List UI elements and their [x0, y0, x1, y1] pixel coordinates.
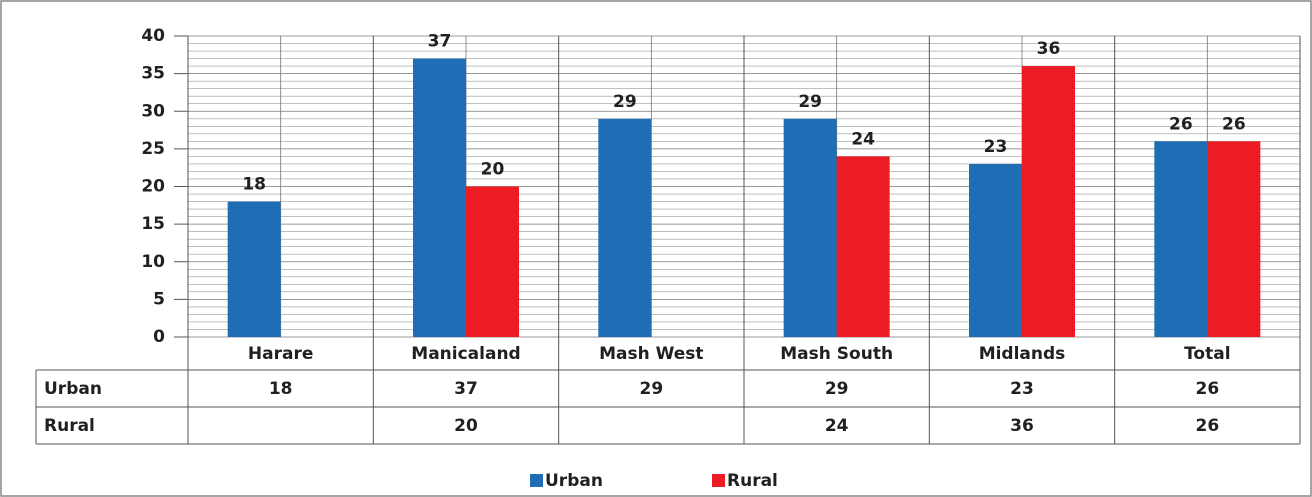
x-tick-label: Mash South [780, 344, 893, 364]
x-tick-label: Mash West [599, 344, 703, 364]
bar [413, 58, 466, 337]
data-label: 29 [798, 92, 822, 112]
data-label: 20 [481, 160, 505, 180]
table-cell: 29 [825, 379, 849, 399]
y-tick-label: 25 [141, 139, 165, 159]
y-tick-label: 5 [153, 289, 165, 309]
data-label: 36 [1037, 39, 1061, 59]
data-label: 24 [851, 129, 875, 149]
data-label: 29 [613, 92, 637, 112]
y-tick-label: 40 [141, 26, 165, 46]
y-tick-label: 10 [141, 252, 165, 272]
bar [1022, 66, 1075, 337]
legend-swatch [712, 474, 725, 487]
bar [1154, 141, 1208, 337]
table-cell: 36 [1010, 416, 1034, 436]
x-tick-label: Total [1184, 344, 1230, 364]
table-cell: 20 [454, 416, 478, 436]
table-row-label: Rural [44, 416, 95, 436]
legend-swatch [530, 474, 543, 487]
table-cell: 26 [1195, 379, 1219, 399]
bar [1207, 141, 1261, 337]
table-row-label: Urban [44, 379, 102, 399]
table-cell: 37 [454, 379, 478, 399]
bar [969, 163, 1022, 337]
table-cell: 26 [1195, 416, 1219, 436]
legend-label: Rural [727, 471, 778, 491]
bar [836, 156, 890, 337]
x-tick-label: Manicaland [411, 344, 520, 364]
y-tick-label: 35 [141, 64, 165, 84]
table-cell: 18 [269, 379, 293, 399]
bar [783, 118, 837, 338]
y-tick-label: 0 [153, 327, 165, 347]
bar [227, 201, 281, 337]
y-tick-label: 15 [141, 214, 165, 234]
table-cell: 23 [1010, 379, 1034, 399]
data-label: 37 [428, 32, 452, 52]
x-tick-label: Harare [248, 344, 313, 364]
data-label: 18 [242, 175, 266, 195]
y-tick-label: 30 [141, 101, 165, 121]
data-label: 26 [1169, 114, 1193, 134]
y-tick-label: 20 [141, 177, 165, 197]
bar [466, 186, 519, 337]
x-tick-label: Midlands [979, 344, 1066, 364]
data-label: 26 [1222, 114, 1246, 134]
table-cell: 24 [825, 416, 849, 436]
bar [598, 118, 652, 338]
table-cell: 29 [639, 379, 663, 399]
legend-label: Urban [545, 471, 603, 491]
data-label: 23 [984, 137, 1008, 157]
